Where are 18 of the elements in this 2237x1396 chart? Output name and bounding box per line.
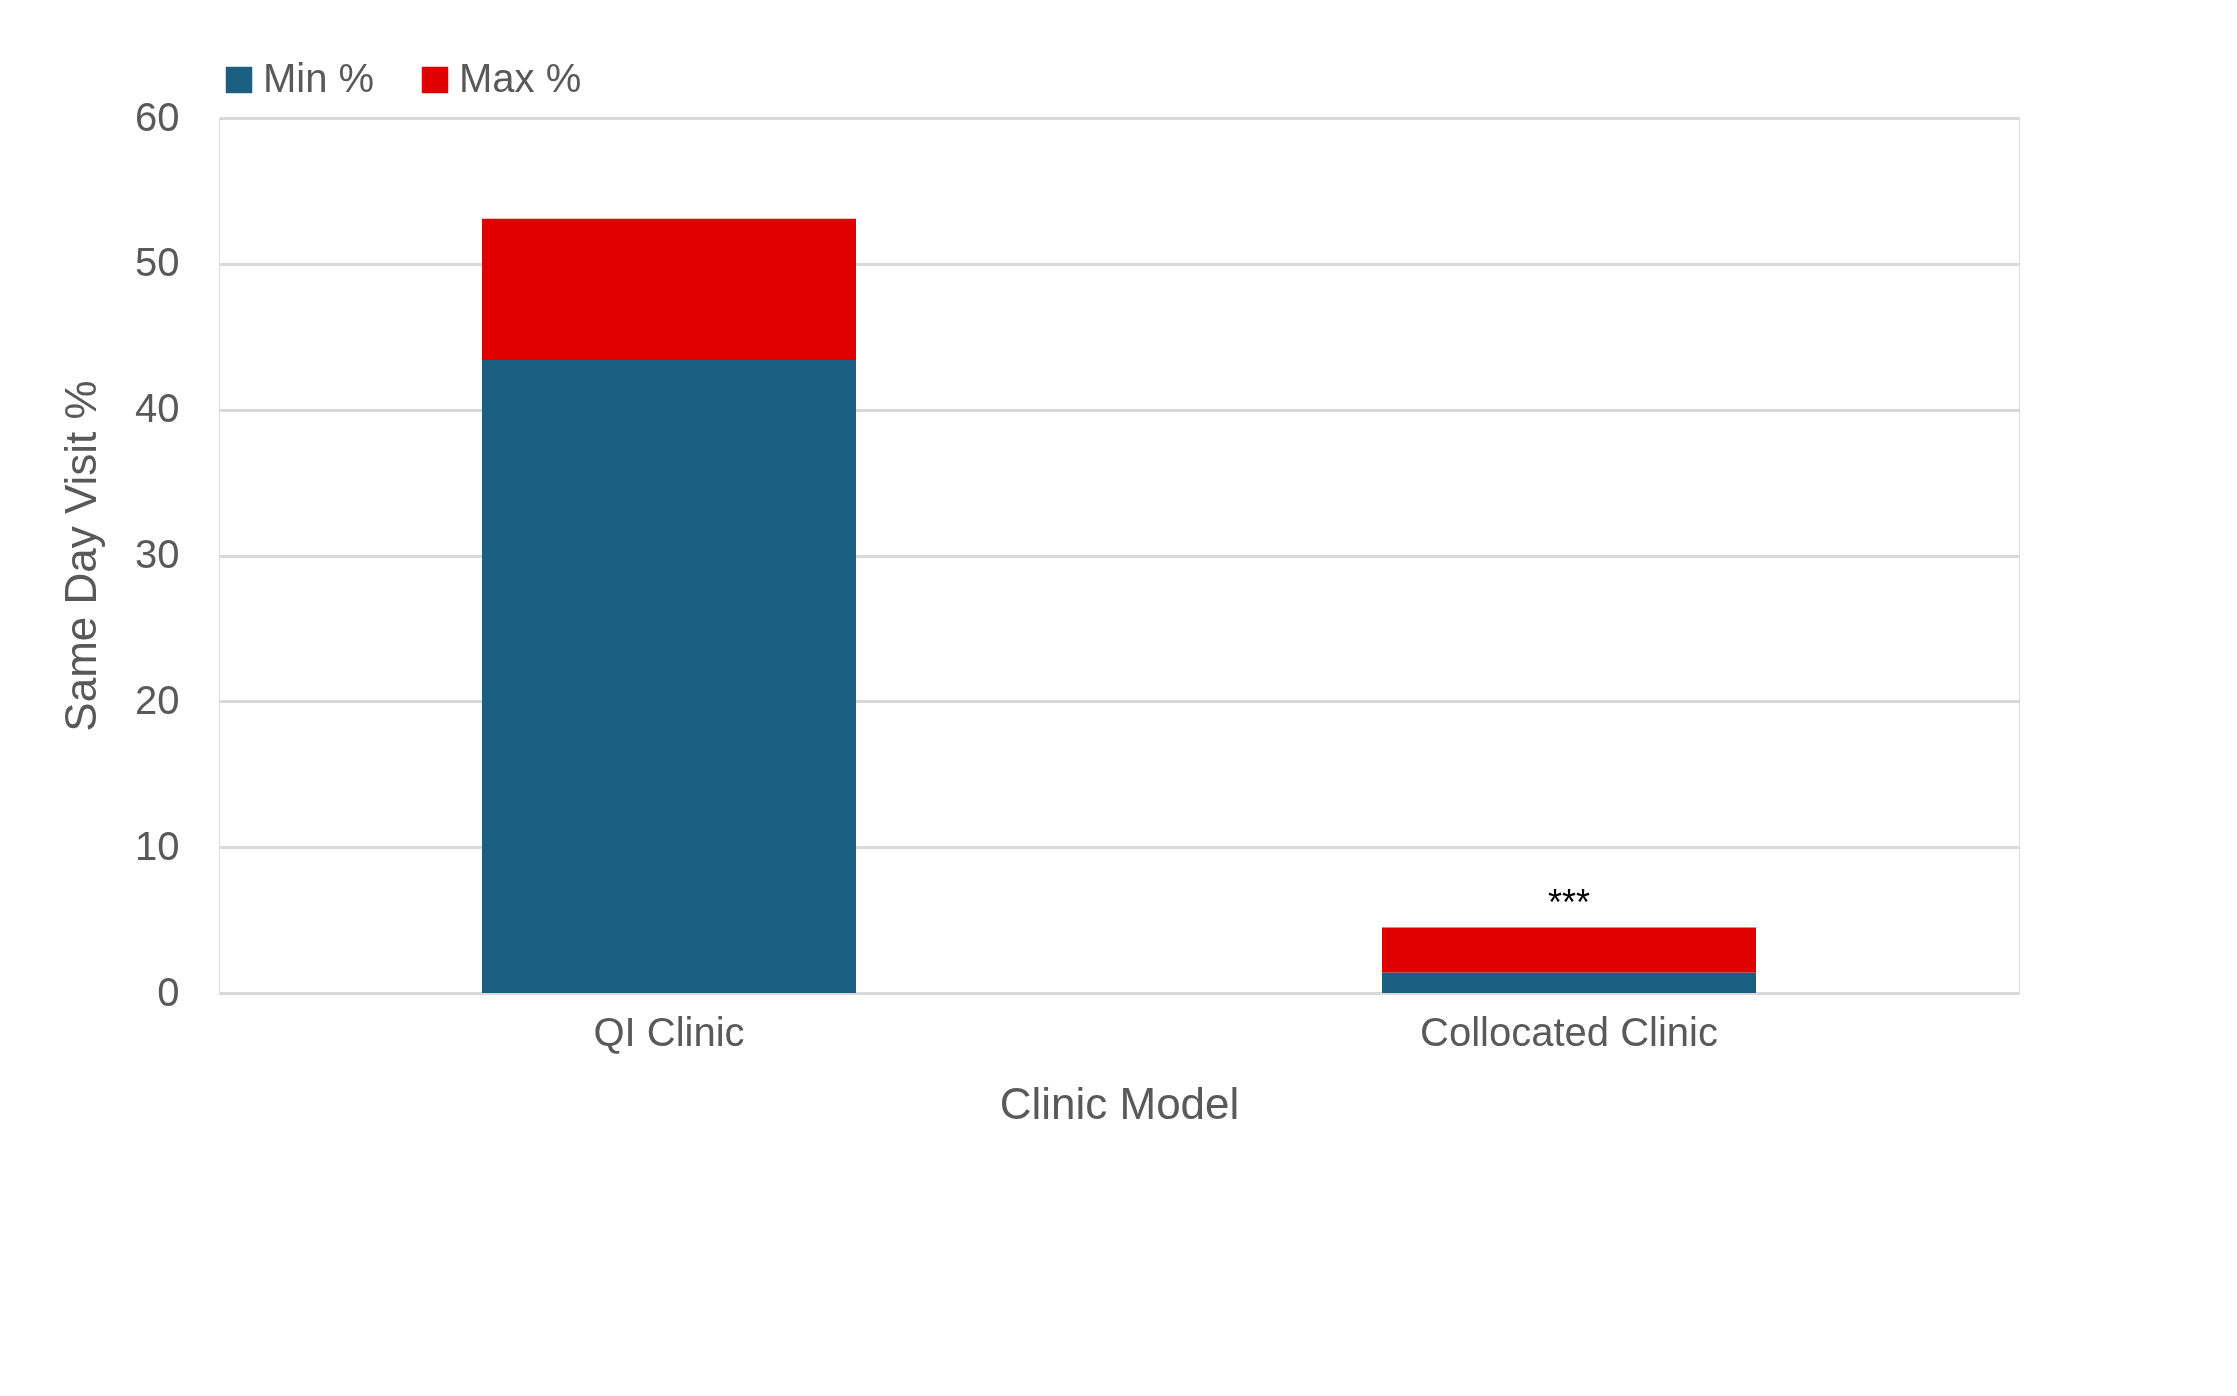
bar: [482, 218, 856, 361]
legend-label: Min %: [263, 56, 375, 100]
x-axis-title: Clinic Model: [999, 1078, 1240, 1128]
y-tick-label: 10: [135, 823, 180, 868]
x-tick-label: QI Clinic: [593, 1009, 745, 1054]
x-tick-label: Collocated Clinic: [1420, 1009, 1718, 1054]
y-tick-label: 0: [157, 969, 180, 1014]
y-tick-label: 60: [135, 94, 180, 139]
y-tick-label: 20: [135, 677, 180, 722]
bar: [1382, 972, 1756, 993]
y-tick-label: 30: [135, 532, 180, 576]
bar: [1382, 927, 1756, 973]
y-axis-title: Same Day Visit %: [56, 380, 106, 732]
y-tick-label: 50: [135, 240, 180, 285]
bar: [482, 360, 856, 993]
y-tick-label: 40: [135, 386, 180, 431]
legend-label: Max %: [459, 56, 582, 100]
annotation: ***: [1547, 882, 1591, 924]
